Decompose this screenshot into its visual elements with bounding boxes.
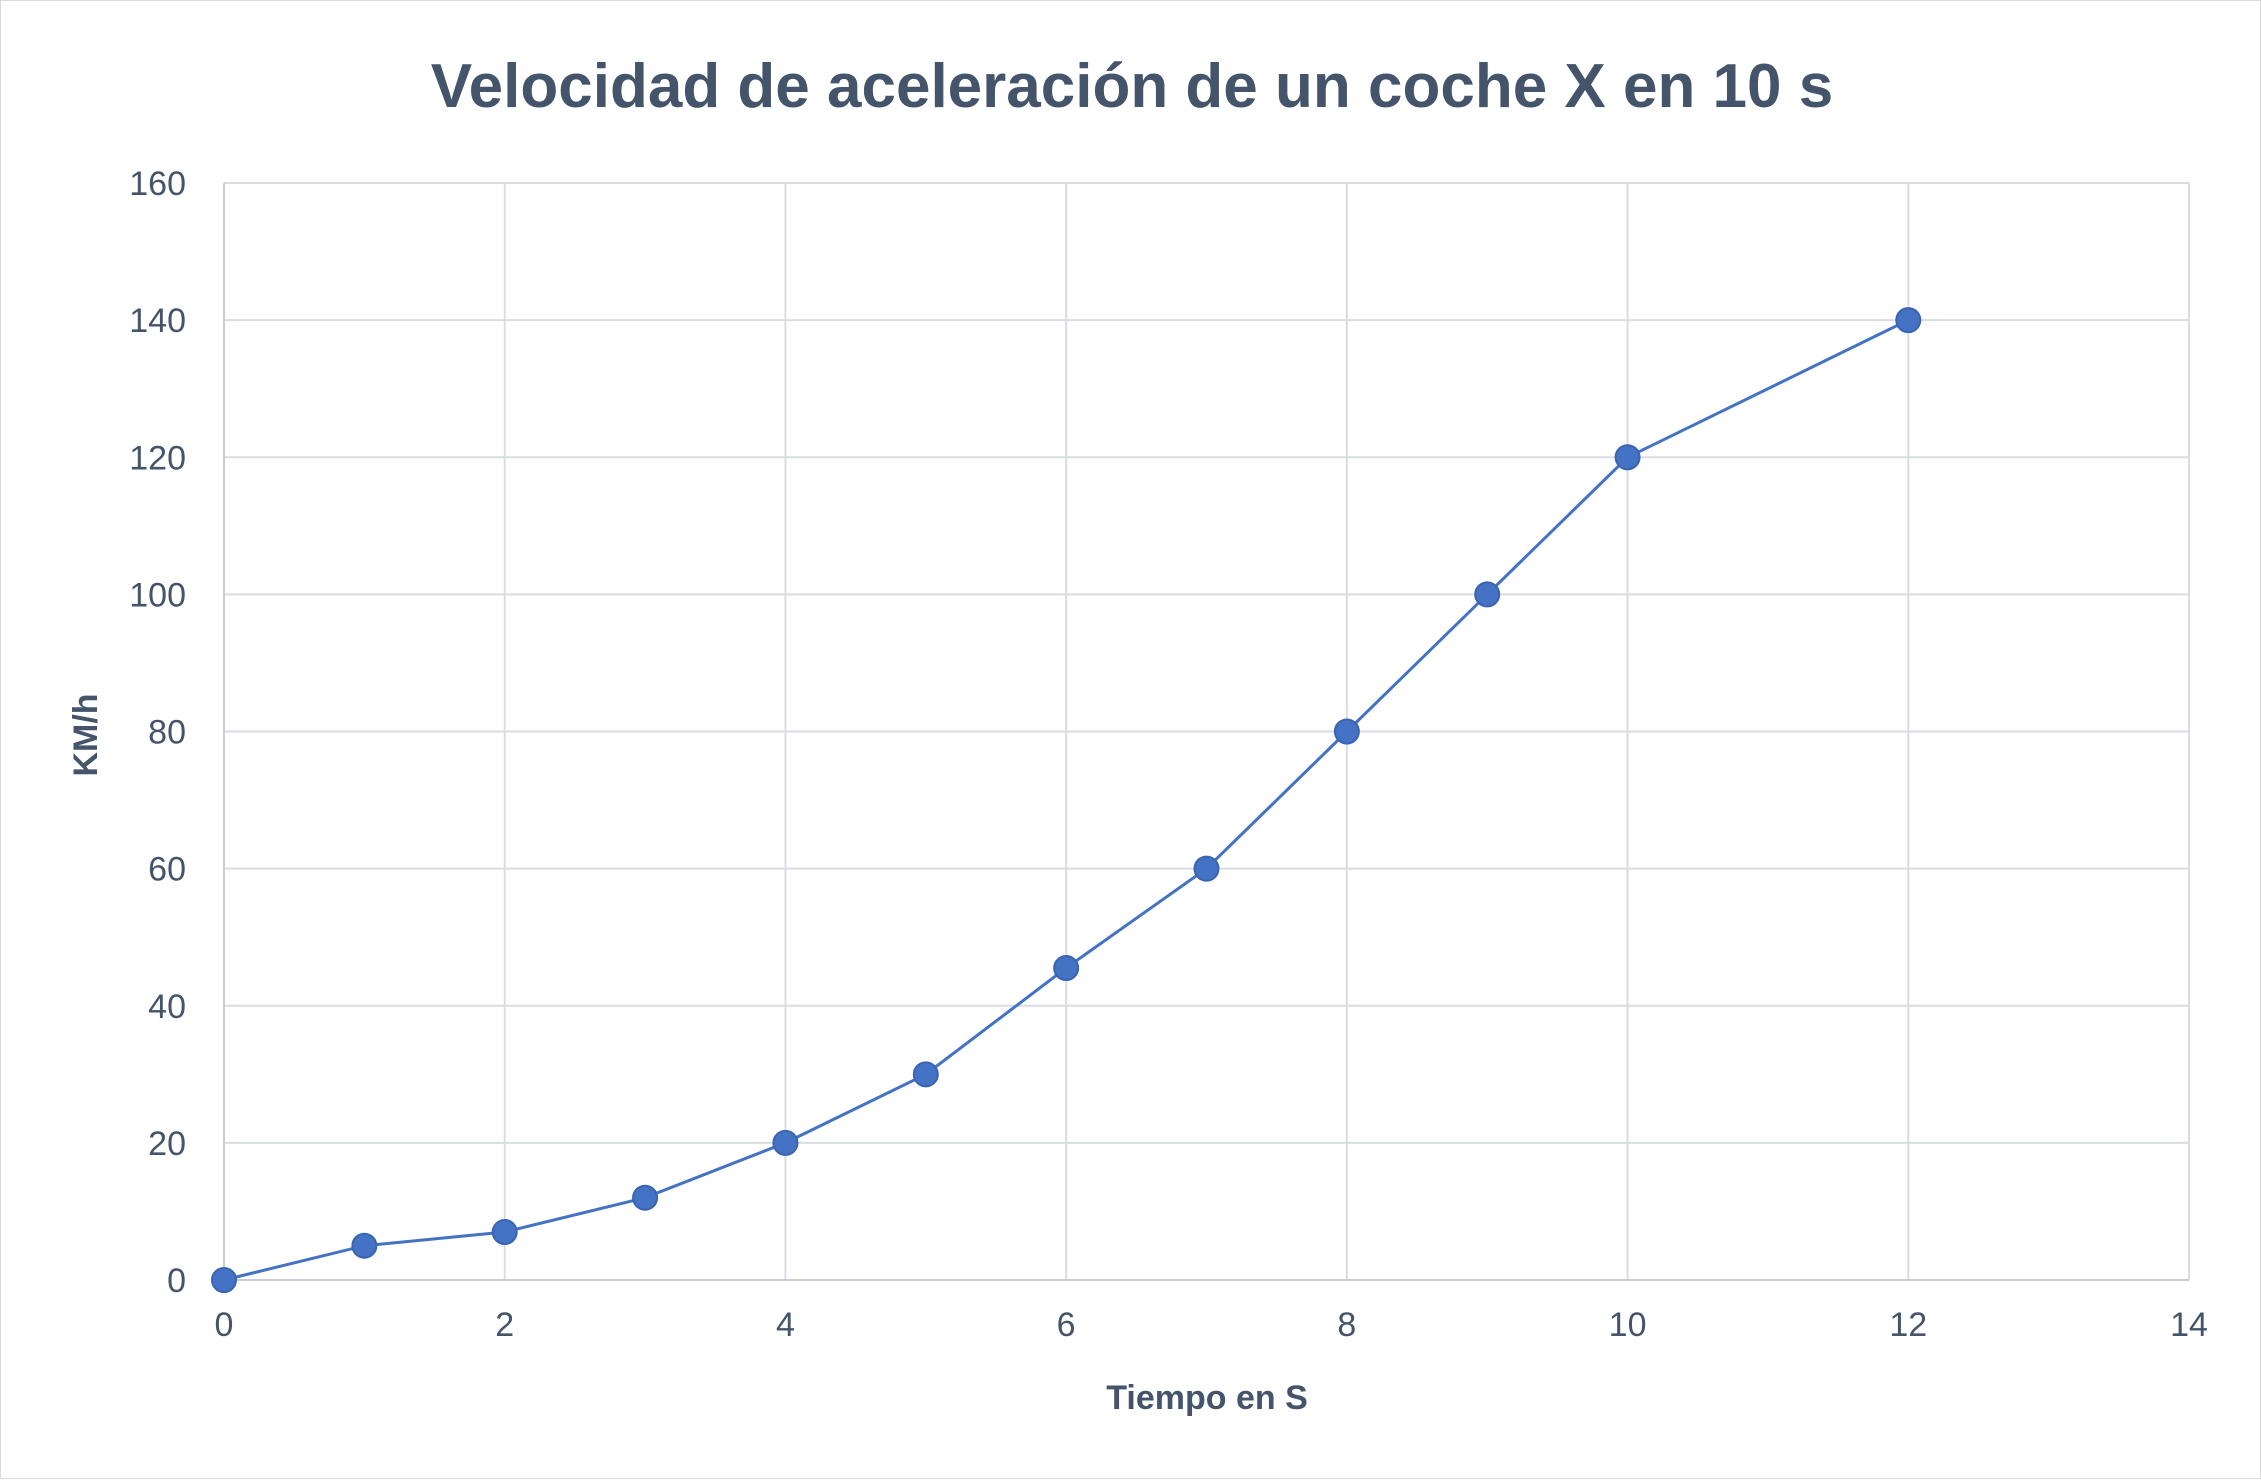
y-tick-label-80: 80 bbox=[148, 714, 186, 752]
data-point-5 bbox=[912, 1061, 939, 1088]
series-line-0 bbox=[223, 318, 1909, 1282]
y-axis-title: KM/h bbox=[67, 693, 105, 776]
x-tick-labels: 0 2 4 6 8 10 12 14 bbox=[215, 1306, 2208, 1344]
x-tick-label-14: 14 bbox=[2170, 1306, 2208, 1344]
x-tick-label-8: 8 bbox=[1337, 1306, 1356, 1344]
chart-title: Velocidad de aceleración de un coche X e… bbox=[431, 52, 1833, 121]
y-tick-label-160: 160 bbox=[129, 165, 186, 203]
grid-lines bbox=[224, 182, 2190, 1280]
data-point-7 bbox=[1193, 855, 1220, 882]
y-tick-label-20: 20 bbox=[148, 1125, 186, 1163]
x-tick-label-6: 6 bbox=[1057, 1306, 1076, 1344]
data-point-4 bbox=[772, 1129, 799, 1156]
x-tick-label-0: 0 bbox=[215, 1306, 234, 1344]
data-point-2 bbox=[491, 1219, 518, 1246]
data-point-1 bbox=[351, 1232, 378, 1259]
y-tick-label-120: 120 bbox=[129, 439, 186, 477]
x-tick-label-4: 4 bbox=[776, 1306, 795, 1344]
y-tick-label-140: 140 bbox=[129, 302, 186, 340]
data-point-0 bbox=[211, 1267, 237, 1293]
data-point-6 bbox=[1053, 955, 1080, 982]
x-tick-label-12: 12 bbox=[1889, 1306, 1927, 1344]
y-tick-label-100: 100 bbox=[129, 576, 186, 614]
data-point-12 bbox=[1895, 307, 1922, 334]
series-layer bbox=[211, 307, 1922, 1293]
axes bbox=[223, 183, 2189, 1281]
data-point-3 bbox=[632, 1184, 659, 1211]
data-point-9 bbox=[1474, 581, 1501, 608]
x-axis-title: Tiempo en S bbox=[1106, 1379, 1308, 1417]
data-point-10 bbox=[1614, 444, 1641, 471]
data-point-8 bbox=[1333, 718, 1360, 745]
x-tick-label-10: 10 bbox=[1609, 1306, 1647, 1344]
y-tick-labels: 0 20 40 60 80 100 120 140 160 bbox=[129, 165, 186, 1300]
y-tick-label-0: 0 bbox=[167, 1262, 186, 1300]
y-tick-label-60: 60 bbox=[148, 851, 186, 889]
y-tick-label-40: 40 bbox=[148, 988, 186, 1026]
x-tick-label-2: 2 bbox=[495, 1306, 514, 1344]
